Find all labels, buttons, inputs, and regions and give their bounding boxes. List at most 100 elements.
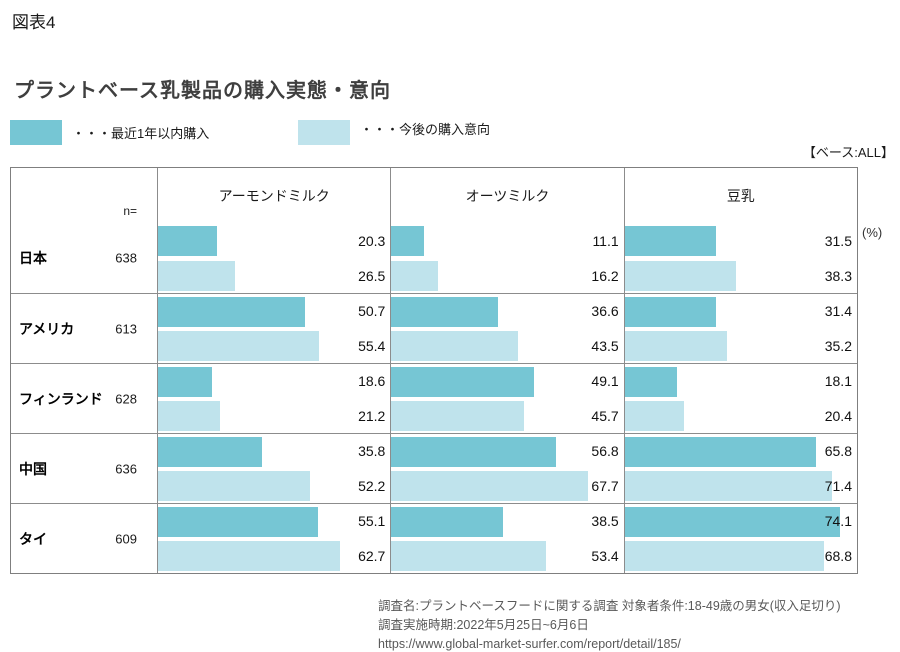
table-row: アメリカ 613 50.7 55.4 36.6 43.5 31.4 35.2 <box>11 293 857 363</box>
bar-cell: 38.5 53.4 <box>391 504 625 574</box>
bar-line: 35.2 <box>624 329 857 364</box>
bar-line: 31.4 <box>624 294 857 329</box>
bar-future <box>624 471 832 501</box>
bar-line: 38.5 <box>391 504 623 539</box>
bar-cell: 65.8 71.4 <box>624 434 857 504</box>
bar-cell: 49.1 45.7 <box>391 364 625 434</box>
bar-cell: 20.3 26.5 <box>158 223 392 293</box>
bar-cell: 56.8 67.7 <box>391 434 625 503</box>
bar-line: 16.2 <box>391 258 623 293</box>
bar-line: 20.3 <box>158 223 390 258</box>
bar-value: 35.8 <box>358 443 386 460</box>
bar-recent <box>158 296 306 327</box>
bar-cell: 35.8 52.2 <box>158 434 392 503</box>
bar-value: 18.1 <box>824 373 852 390</box>
bar-line: 49.1 <box>391 364 623 399</box>
bar-recent <box>624 436 816 467</box>
bar-value: 55.1 <box>358 513 386 530</box>
bar-line: 65.8 <box>624 434 857 469</box>
bar-future <box>624 260 736 291</box>
header-corner-cell: n= <box>11 168 158 223</box>
page-title: プラントベース乳製品の購入実態・意向 <box>14 80 391 102</box>
bar-value: 26.5 <box>358 267 386 284</box>
figure-label: 図表4 <box>12 13 56 32</box>
bar-future <box>391 471 588 501</box>
sample-size: 628 <box>115 391 137 406</box>
bar-value: 20.3 <box>358 232 386 249</box>
column-header-oat-milk: オーツミルク <box>391 168 625 223</box>
bar-future <box>391 541 547 571</box>
table-row: 中国 636 35.8 52.2 56.8 67.7 65.8 71.4 <box>11 433 857 503</box>
bar-future <box>158 541 341 571</box>
bar-line: 55.1 <box>158 504 390 539</box>
legend-label-recent-purchase: ・・・最近1年以内購入 <box>72 126 210 141</box>
bar-value: 45.7 <box>591 407 619 424</box>
bar-value: 35.2 <box>824 337 852 354</box>
bar-future <box>391 401 525 431</box>
bar-recent <box>624 366 678 397</box>
sample-size: 609 <box>115 531 137 546</box>
base-note: 【ベース:ALL】 <box>802 145 894 160</box>
bar-line: 71.4 <box>624 469 857 504</box>
bar-value: 31.4 <box>824 303 852 320</box>
country-label: フィンランド <box>19 390 103 407</box>
bar-value: 68.8 <box>824 547 852 564</box>
column-header-almond-milk: アーモンドミルク <box>158 168 392 223</box>
bar-line: 53.4 <box>391 539 623 574</box>
bar-value: 36.6 <box>591 303 619 320</box>
bar-value: 21.2 <box>358 407 386 424</box>
bar-line: 11.1 <box>391 223 623 258</box>
bar-line: 43.5 <box>391 329 623 364</box>
percent-unit-label: (%) <box>862 225 883 240</box>
bar-value: 65.8 <box>824 443 852 460</box>
legend-label-future-intent: ・・・今後の購入意向 <box>360 122 491 137</box>
bar-cell: 36.6 43.5 <box>391 294 625 364</box>
bar-value: 18.6 <box>358 373 386 390</box>
footer-survey-line: 調査名:プラントベースフードに関する調査 対象者条件:18-49歳の男女(収入足… <box>378 599 841 613</box>
country-cell: タイ 609 <box>11 504 158 573</box>
sample-size: 613 <box>115 321 137 336</box>
country-label: 日本 <box>19 250 47 266</box>
bar-cell: 31.4 35.2 <box>624 294 857 364</box>
bar-value: 43.5 <box>591 337 619 354</box>
bar-value: 20.4 <box>824 407 852 424</box>
legend-item-recent: ・・・最近1年以内購入 <box>10 120 209 145</box>
bar-line: 38.3 <box>624 258 857 293</box>
bar-value: 71.4 <box>824 477 852 494</box>
bar-line: 36.6 <box>391 294 623 329</box>
bar-line: 31.5 <box>624 223 857 258</box>
bar-value: 56.8 <box>591 443 619 460</box>
table-header-row: n= アーモンドミルク オーツミルク 豆乳 <box>11 168 857 223</box>
bar-line: 45.7 <box>391 399 623 434</box>
bar-line: 20.4 <box>624 399 857 434</box>
bar-line: 26.5 <box>158 258 390 293</box>
bar-value: 38.5 <box>591 513 619 530</box>
bar-line: 68.8 <box>624 539 857 574</box>
bar-cell: 74.1 68.8 <box>624 504 857 574</box>
bar-recent <box>391 436 557 467</box>
bar-recent <box>158 225 217 256</box>
bar-recent <box>391 296 498 327</box>
bar-value: 38.3 <box>824 267 852 284</box>
bar-value: 62.7 <box>358 547 386 564</box>
legend-item-future: ・・・今後の購入意向 <box>298 120 490 145</box>
table-row: 日本 638 20.3 26.5 11.1 16.2 31.5 38.3 <box>11 223 857 293</box>
bar-value: 67.7 <box>591 477 619 494</box>
bar-line: 18.1 <box>624 364 857 399</box>
bar-line: 18.6 <box>158 364 390 399</box>
bar-cell: 50.7 55.4 <box>158 294 392 363</box>
table-body: 日本 638 20.3 26.5 11.1 16.2 31.5 38.3 アメリカ 613 50.7… <box>11 223 857 573</box>
bar-future <box>158 471 310 501</box>
bar-future <box>158 401 220 431</box>
country-cell: 日本 638 <box>11 223 158 293</box>
bar-line: 21.2 <box>158 399 390 434</box>
table-row: フィンランド 628 18.6 21.2 49.1 45.7 18.1 20.4 <box>11 363 857 433</box>
bar-recent <box>624 506 840 537</box>
bar-value: 31.5 <box>824 232 852 249</box>
country-label: タイ <box>19 530 47 547</box>
purchase-table: n= アーモンドミルク オーツミルク 豆乳 日本 638 20.3 26.5 11.1 1… <box>10 167 858 574</box>
bar-recent <box>158 366 213 397</box>
country-label: アメリカ <box>19 320 75 337</box>
bar-cell: 18.1 20.4 <box>624 364 857 434</box>
